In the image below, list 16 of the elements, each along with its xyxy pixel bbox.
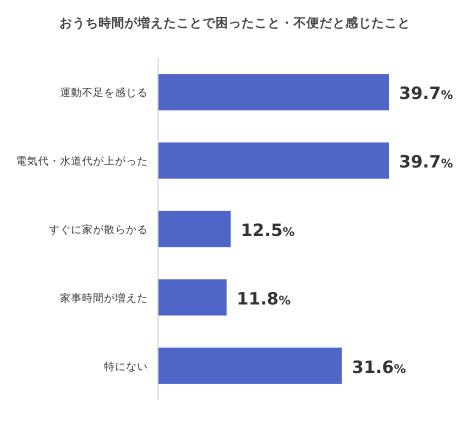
- y-tick-label: 特にない: [104, 360, 148, 373]
- bar: [158, 74, 389, 110]
- data-label: 31.6%: [352, 358, 406, 378]
- data-label: 39.7%: [399, 84, 453, 104]
- bar: [158, 348, 342, 384]
- chart-title: おうち時間が増えたことで困ったこと・不便だと感じたこと: [60, 15, 410, 30]
- data-label: 12.5%: [240, 221, 295, 241]
- y-tick-label: すぐに家が散らかる: [49, 223, 148, 236]
- y-tick-label: 電気代・水道代が上がった: [16, 154, 148, 168]
- y-tick-label: 運動不足を感じる: [60, 86, 148, 100]
- data-label: 11.8%: [236, 289, 291, 310]
- data-label: 39.7%: [399, 152, 453, 173]
- y-tick-label: 家事時間が増えた: [60, 291, 148, 304]
- bar: [158, 210, 231, 248]
- bar: [158, 142, 389, 179]
- bar: [158, 279, 227, 316]
